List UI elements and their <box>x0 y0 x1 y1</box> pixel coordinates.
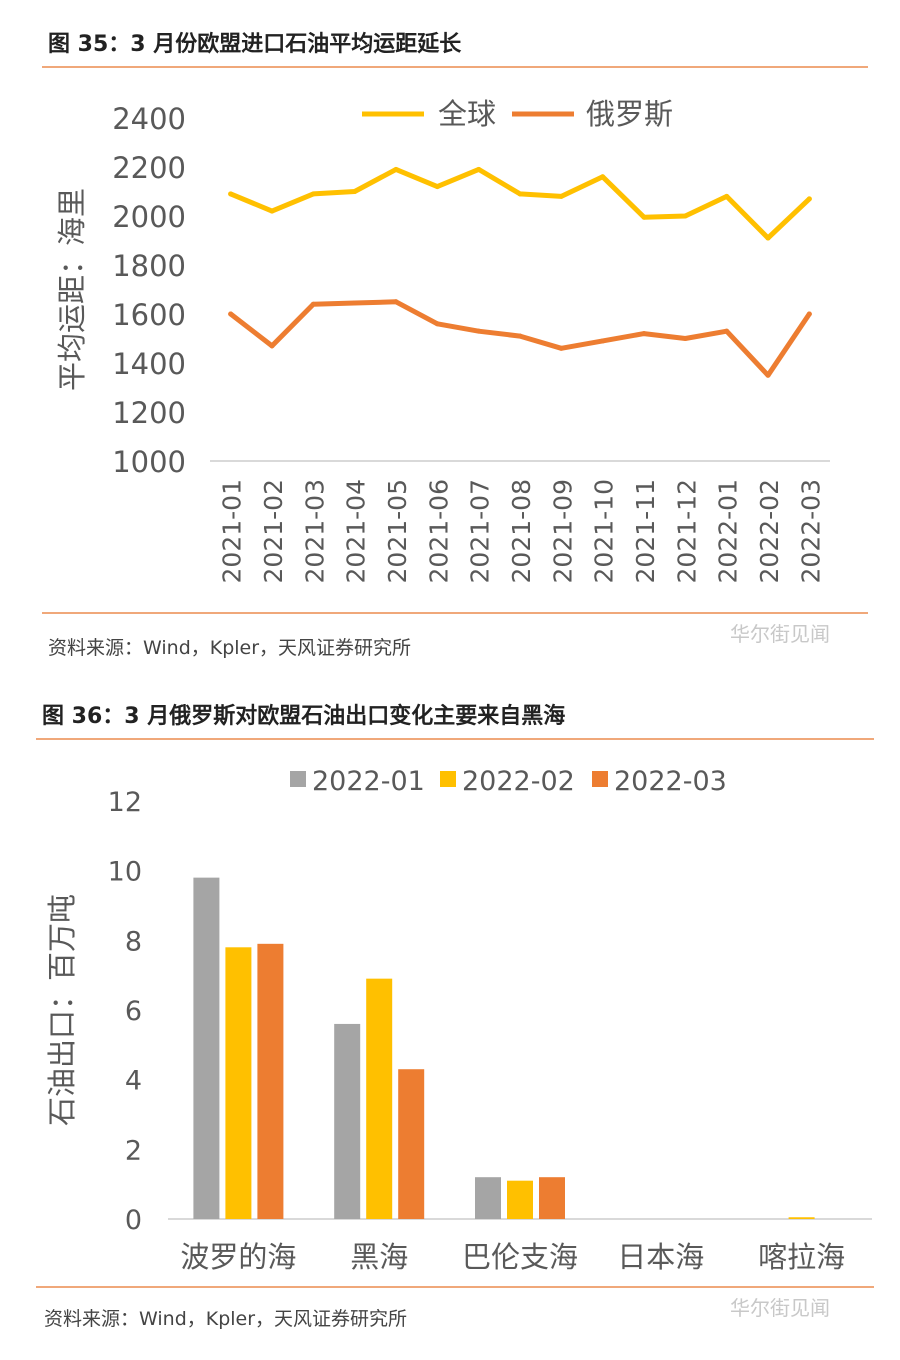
x-tick-label: 2021-07 <box>466 479 495 583</box>
data-point-全球 <box>724 193 730 199</box>
figure2-watermark: 华尔街见闻 <box>730 1296 830 1320</box>
y-tick-label: 0 <box>125 1205 142 1236</box>
y-tick-label: 10 <box>108 857 142 888</box>
figure1-source: 资料来源：Wind，Kpler，天风证券研究所 <box>48 637 412 659</box>
bar-2022-02 <box>366 978 393 1219</box>
data-point-全球 <box>806 196 812 202</box>
category-label: 日本海 <box>617 1240 704 1274</box>
data-point-全球 <box>434 184 440 190</box>
legend-label-2022-01: 2022-01 <box>312 766 425 797</box>
category-label: 巴伦支海 <box>462 1240 578 1274</box>
figure1-top-rule <box>42 66 868 68</box>
figure1-bottom-rule <box>42 612 868 614</box>
y-tick-label: 6 <box>125 996 142 1027</box>
data-point-全球 <box>641 214 647 220</box>
data-point-俄罗斯 <box>806 311 812 317</box>
bar-2022-02 <box>225 947 252 1219</box>
x-tick-label: 2021-10 <box>590 479 619 583</box>
y-tick-label: 1400 <box>112 347 186 381</box>
x-tick-label: 2021-05 <box>383 479 412 583</box>
figure2-title: 图 36：3 月俄罗斯对欧盟石油出口变化主要来自黑海 <box>42 704 566 729</box>
data-point-俄罗斯 <box>393 299 399 305</box>
bar-2022-01 <box>334 1023 361 1219</box>
x-tick-label: 2022-02 <box>755 479 784 583</box>
figure1-watermark: 华尔街见闻 <box>730 622 830 646</box>
data-point-俄罗斯 <box>269 343 275 349</box>
bar-2022-03 <box>257 943 284 1219</box>
x-tick-label: 2021-12 <box>672 479 701 583</box>
y-tick-label: 8 <box>125 926 142 957</box>
data-point-全球 <box>682 213 688 219</box>
y-tick-label: 1800 <box>112 249 186 283</box>
data-point-全球 <box>600 174 606 180</box>
data-point-俄罗斯 <box>724 328 730 334</box>
data-point-俄罗斯 <box>476 328 482 334</box>
legend-swatch-2022-02 <box>440 771 456 787</box>
y-axis-label: 平均运距：海里 <box>55 188 89 391</box>
data-point-全球 <box>517 191 523 197</box>
x-tick-label: 2021-01 <box>218 479 247 583</box>
legend-label-俄罗斯: 俄罗斯 <box>586 97 673 131</box>
y-tick-label: 2 <box>125 1135 142 1166</box>
data-point-全球 <box>269 208 275 214</box>
x-tick-label: 2021-02 <box>259 479 288 583</box>
legend-label-全球: 全球 <box>438 97 496 131</box>
data-point-全球 <box>558 193 564 199</box>
data-point-俄罗斯 <box>682 336 688 341</box>
x-tick-label: 2021-03 <box>300 479 329 583</box>
legend-swatch-2022-03 <box>592 771 608 787</box>
figure2-top-rule <box>36 738 874 740</box>
figure2-source: 资料来源：Wind，Kpler，天风证券研究所 <box>44 1308 408 1330</box>
line-chart: 1000 1200 1400 1600 1800 2000 2200 2400 2021-01 2… <box>55 97 830 583</box>
data-point-俄罗斯 <box>558 345 564 351</box>
figure1-title: 图 35：3 月份欧盟进口石油平均运距延长 <box>48 32 462 57</box>
data-point-全球 <box>393 166 399 172</box>
y-tick-label: 1000 <box>112 445 186 479</box>
y-axis-label: 石油出口：百万吨 <box>45 894 79 1126</box>
data-point-全球 <box>352 189 358 194</box>
x-tick-label: 2021-04 <box>342 479 371 583</box>
data-point-俄罗斯 <box>600 338 606 344</box>
y-tick-label: 4 <box>125 1066 142 1097</box>
figure2-bottom-rule <box>36 1286 874 1288</box>
y-tick-label: 2400 <box>112 102 186 136</box>
bar-2022-02 <box>507 1180 533 1219</box>
bar-chart: 0 2 4 6 8 10 12 波罗的海 黑海 巴伦支海 日本海 喀拉海 石油出口：百万吨 2022-01… <box>45 766 872 1274</box>
y-tick-label: 2000 <box>112 200 186 234</box>
y-tick-label: 12 <box>108 787 142 818</box>
data-point-俄罗斯 <box>228 311 234 317</box>
bar-2022-03 <box>539 1177 565 1219</box>
x-tick-label: 2021-09 <box>548 479 577 583</box>
x-tick-label: 2021-11 <box>631 479 660 583</box>
series-line-全球 <box>228 166 812 241</box>
y-tick-label: 1200 <box>112 396 186 430</box>
x-tick-label: 2021-06 <box>424 479 453 583</box>
data-point-俄罗斯 <box>310 301 316 307</box>
bar-2022-01 <box>475 1177 501 1219</box>
legend-label-2022-03: 2022-03 <box>614 766 727 797</box>
legend-swatch-2022-01 <box>290 771 306 787</box>
data-point-全球 <box>765 235 771 241</box>
data-point-全球 <box>228 191 234 197</box>
category-label: 波罗的海 <box>180 1240 296 1274</box>
data-point-俄罗斯 <box>434 321 440 327</box>
bar-2022-02 <box>788 1217 815 1219</box>
legend-label-2022-02: 2022-02 <box>462 766 575 797</box>
x-tick-label: 2022-03 <box>796 479 825 583</box>
bar-2022-01 <box>193 877 220 1219</box>
x-tick-label: 2022-01 <box>714 479 743 583</box>
data-point-俄罗斯 <box>517 333 523 339</box>
category-label: 喀拉海 <box>758 1240 845 1274</box>
category-label: 黑海 <box>350 1240 408 1274</box>
data-point-俄罗斯 <box>352 300 358 306</box>
data-point-俄罗斯 <box>765 372 771 378</box>
data-point-俄罗斯 <box>641 331 647 337</box>
y-tick-label: 2200 <box>112 151 186 185</box>
y-tick-label: 1600 <box>112 298 186 332</box>
x-tick-label: 2021-08 <box>507 479 536 583</box>
data-point-全球 <box>476 166 482 172</box>
data-point-全球 <box>310 191 316 197</box>
bar-2022-03 <box>398 1069 425 1219</box>
